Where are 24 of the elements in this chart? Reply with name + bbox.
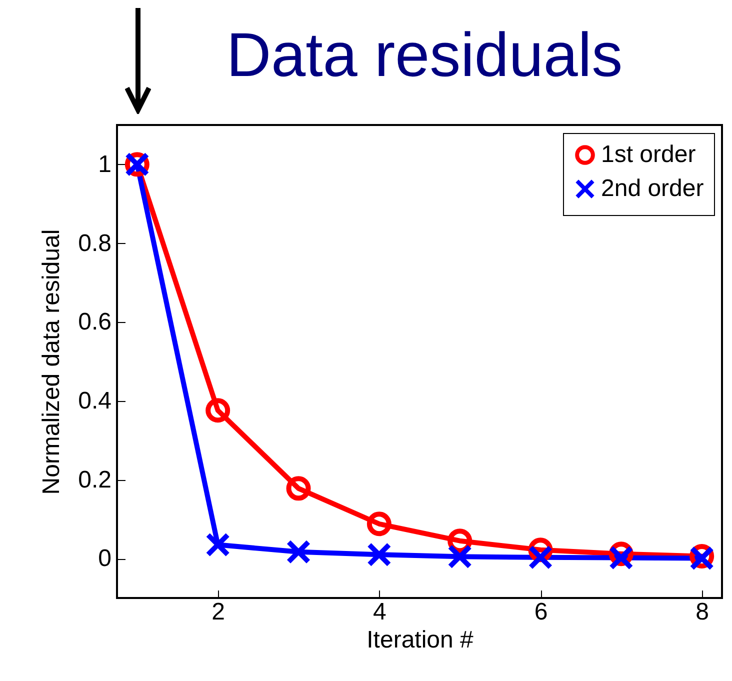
point — [206, 398, 230, 423]
point — [448, 544, 472, 569]
point — [206, 532, 230, 558]
point — [528, 545, 553, 570]
x-tick-label: 4 — [372, 598, 386, 626]
x-tick-label: 2 — [212, 598, 226, 626]
y-tick-label: 0.4 — [78, 387, 112, 414]
x-tick-label: 6 — [534, 598, 548, 626]
x-tick-label: 8 — [696, 598, 710, 626]
point — [286, 540, 311, 564]
legend-label: 1st order — [601, 141, 696, 168]
y-tick-label: 0 — [98, 545, 112, 572]
x-axis-title: Iteration # — [366, 626, 474, 654]
y-tick-label: 0.6 — [78, 308, 112, 336]
y-axis-title: Normalized data residual — [38, 229, 66, 495]
legend-label: 2nd order — [601, 175, 704, 202]
y-tick-label: 0.8 — [78, 230, 112, 257]
point — [608, 546, 634, 570]
point — [366, 512, 392, 536]
chart-title: Data residuals — [226, 21, 623, 90]
y-tick-label: 0.2 — [78, 466, 112, 494]
y-tick-label: 1 — [98, 150, 112, 178]
point — [286, 476, 311, 501]
point — [366, 542, 392, 567]
